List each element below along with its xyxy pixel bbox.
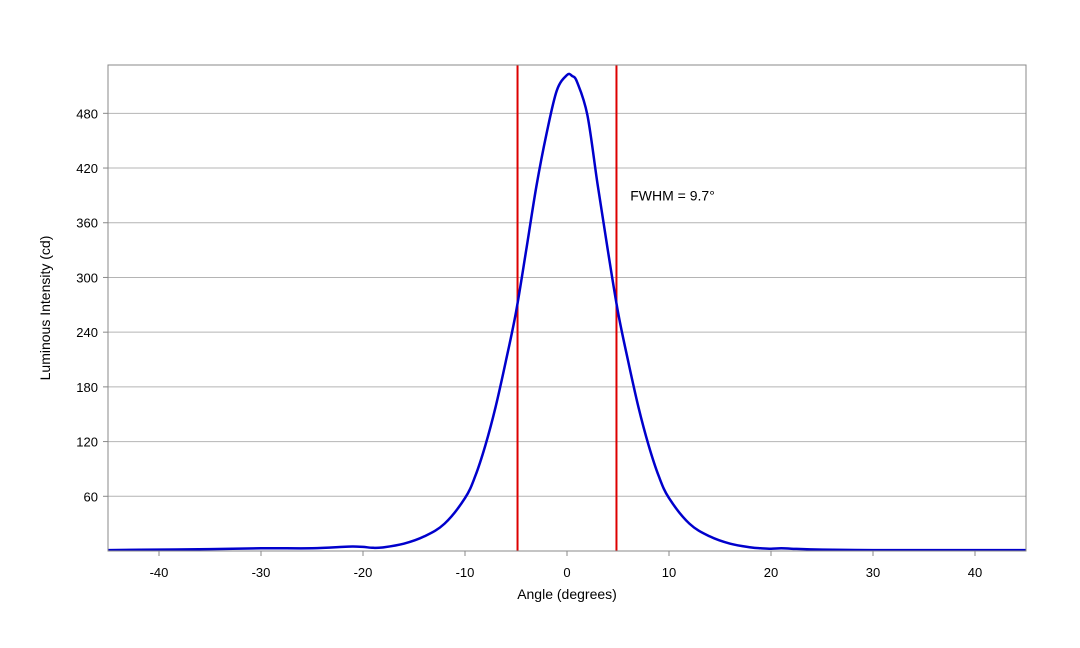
y-ticks: 60 120 180 240 300 360 420 480 bbox=[76, 106, 108, 504]
fwhm-annotation: FWHM = 9.7° bbox=[630, 187, 715, 203]
y-tick-label: 480 bbox=[76, 106, 98, 121]
series-line bbox=[107, 72, 1026, 552]
x-tick-label: 30 bbox=[866, 565, 880, 580]
x-tick-label: -40 bbox=[150, 565, 169, 580]
y-axis-label: Luminous Intensity (cd) bbox=[37, 236, 53, 381]
x-tick-label: 0 bbox=[563, 565, 570, 580]
x-tick-label: -20 bbox=[354, 565, 373, 580]
y-tick-label: 120 bbox=[76, 435, 98, 450]
y-tick-label: 240 bbox=[76, 325, 98, 340]
x-axis-label: Angle (degrees) bbox=[517, 586, 617, 602]
y-tick-label: 300 bbox=[76, 270, 98, 285]
fwhm-lines bbox=[516, 65, 618, 551]
y-tick-label: 180 bbox=[76, 380, 98, 395]
x-tick-label: 40 bbox=[968, 565, 982, 580]
x-tick-label: -30 bbox=[252, 565, 271, 580]
series-group bbox=[107, 72, 1026, 552]
x-tick-label: 10 bbox=[662, 565, 676, 580]
y-tick-label: 360 bbox=[76, 216, 98, 231]
grid bbox=[108, 112, 1026, 497]
y-tick-label: 60 bbox=[84, 489, 98, 504]
x-ticks: -40 -30 -20 -10 0 10 20 30 40 bbox=[150, 551, 982, 580]
y-tick-label: 420 bbox=[76, 161, 98, 176]
x-tick-label: -10 bbox=[456, 565, 475, 580]
plot-frame bbox=[107, 64, 1027, 552]
x-tick-label: 20 bbox=[764, 565, 778, 580]
